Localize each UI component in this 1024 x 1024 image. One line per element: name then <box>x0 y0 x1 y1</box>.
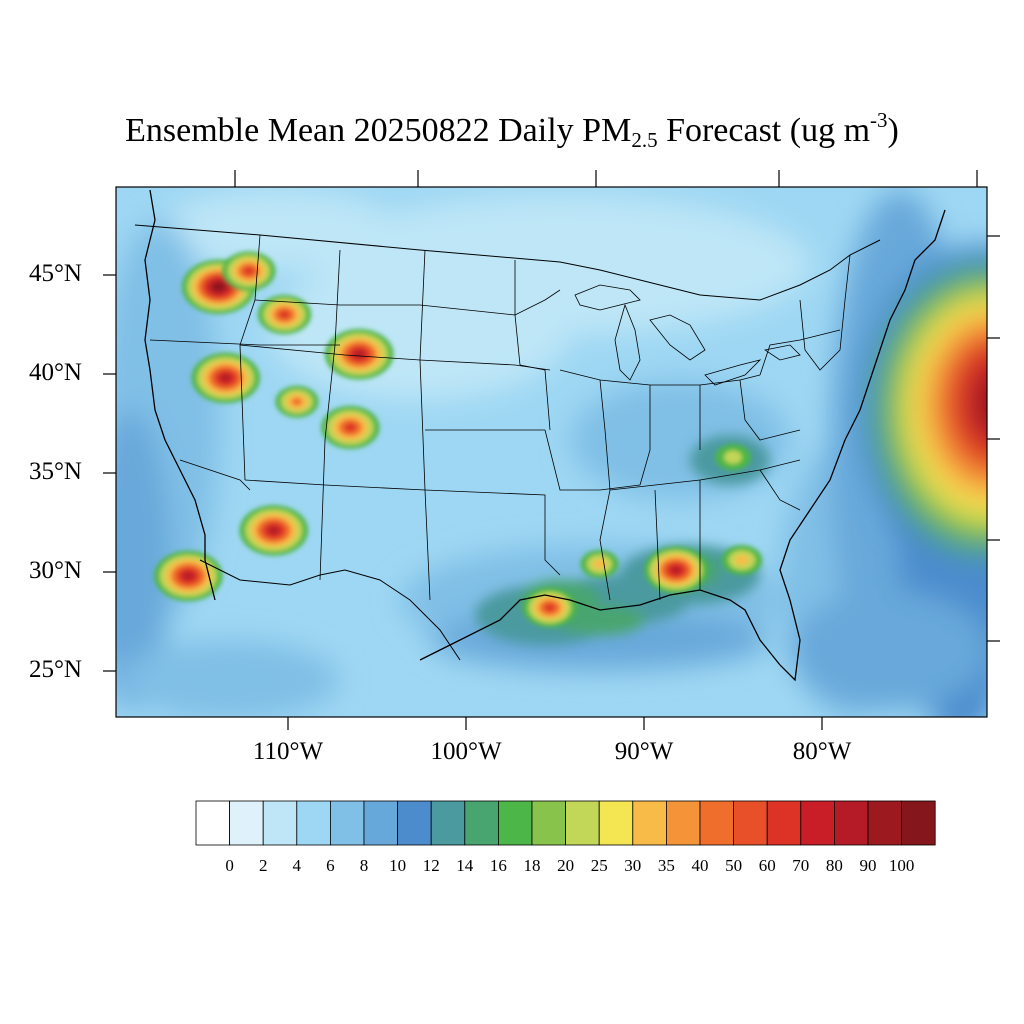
map-frame <box>115 186 988 718</box>
colorbar-label: 14 <box>456 856 474 875</box>
colorbar-swatch <box>800 800 835 846</box>
lat-label: 35°N <box>28 458 82 485</box>
colorbar-label: 60 <box>758 856 776 875</box>
hotspot <box>324 328 394 380</box>
concentration-field <box>116 187 987 717</box>
state-borders <box>149 234 851 601</box>
colorbar-label: 6 <box>326 856 335 875</box>
colorbar-swatch <box>430 800 466 846</box>
hotspot <box>321 405 380 450</box>
colorbar-swatch <box>296 800 331 846</box>
colorbar-swatch <box>195 800 230 846</box>
atlantic-plume <box>860 245 987 575</box>
colorbar-label: 0 <box>225 856 234 875</box>
lat-label: 40°N <box>28 359 82 386</box>
colorbar-swatch <box>867 800 902 846</box>
colorbar-label: 50 <box>725 856 743 875</box>
hotspot <box>715 443 751 471</box>
hotspot <box>191 352 260 404</box>
colorbar-swatch <box>329 800 365 846</box>
colorbar-swatch <box>363 800 398 846</box>
colorbar-swatch <box>497 800 533 846</box>
colorbar-swatch <box>397 800 432 846</box>
colorbar-label: 35 <box>657 856 675 875</box>
colorbar-label: 20 <box>557 856 575 875</box>
boundary-lines <box>134 189 946 682</box>
lon-label: 110°W <box>252 738 324 765</box>
colorbar-swatch <box>834 800 869 846</box>
colorbar-swatch <box>666 800 701 846</box>
country-borders <box>134 224 881 661</box>
hotspot <box>222 251 276 291</box>
colorbar-swatch <box>531 800 566 846</box>
colorbar-label: 4 <box>292 856 302 875</box>
colorbar-label: 80 <box>825 856 843 875</box>
lon-label: 90°W <box>614 738 674 765</box>
fire-hotspots <box>154 251 763 628</box>
hotspot <box>154 550 223 602</box>
colorbar-label: 8 <box>359 856 369 875</box>
colorbar-swatch <box>699 800 734 846</box>
colorbar-swatch <box>733 800 768 846</box>
colorbar-label: 90 <box>859 856 877 875</box>
colorbar-swatch <box>632 800 667 846</box>
colorbar-swatch <box>901 800 936 846</box>
lon-label: 100°W <box>430 738 502 765</box>
hotspot <box>580 549 619 579</box>
colorbar <box>195 800 936 846</box>
colorbar-label: 16 <box>489 856 507 875</box>
coastline <box>144 189 946 682</box>
hotspot <box>239 505 309 556</box>
colorbar-swatch <box>262 800 298 846</box>
colorbar-swatch <box>565 800 600 846</box>
hotspot <box>275 385 319 418</box>
lat-label: 30°N <box>28 557 82 584</box>
colorbar-swatch <box>229 800 264 846</box>
colorbar-label: 100 <box>888 856 915 875</box>
lon-label: 80°W <box>792 738 852 765</box>
colorbar-label: 30 <box>624 856 642 875</box>
map-title: Ensemble Mean 20250822 Daily PM2.5 Forec… <box>125 108 899 152</box>
frame-ticks <box>103 170 1000 730</box>
colorbar-label: 10 <box>389 856 407 875</box>
hotspot <box>721 545 763 576</box>
hotspot <box>257 294 312 335</box>
colorbar-label: 18 <box>523 856 541 875</box>
lat-label: 25°N <box>28 656 82 683</box>
colorbar-label: 2 <box>258 856 268 875</box>
colorbar-swatch <box>464 800 499 846</box>
colorbar-swatch <box>598 800 634 846</box>
hotspot <box>644 546 708 594</box>
hotspot <box>522 587 577 628</box>
lat-label: 45°N <box>28 260 82 287</box>
colorbar-swatch <box>766 800 802 846</box>
colorbar-label: 12 <box>422 856 440 875</box>
colorbar-label: 40 <box>691 856 709 875</box>
colorbar-label: 70 <box>792 856 810 875</box>
colorbar-label: 25 <box>590 856 608 875</box>
